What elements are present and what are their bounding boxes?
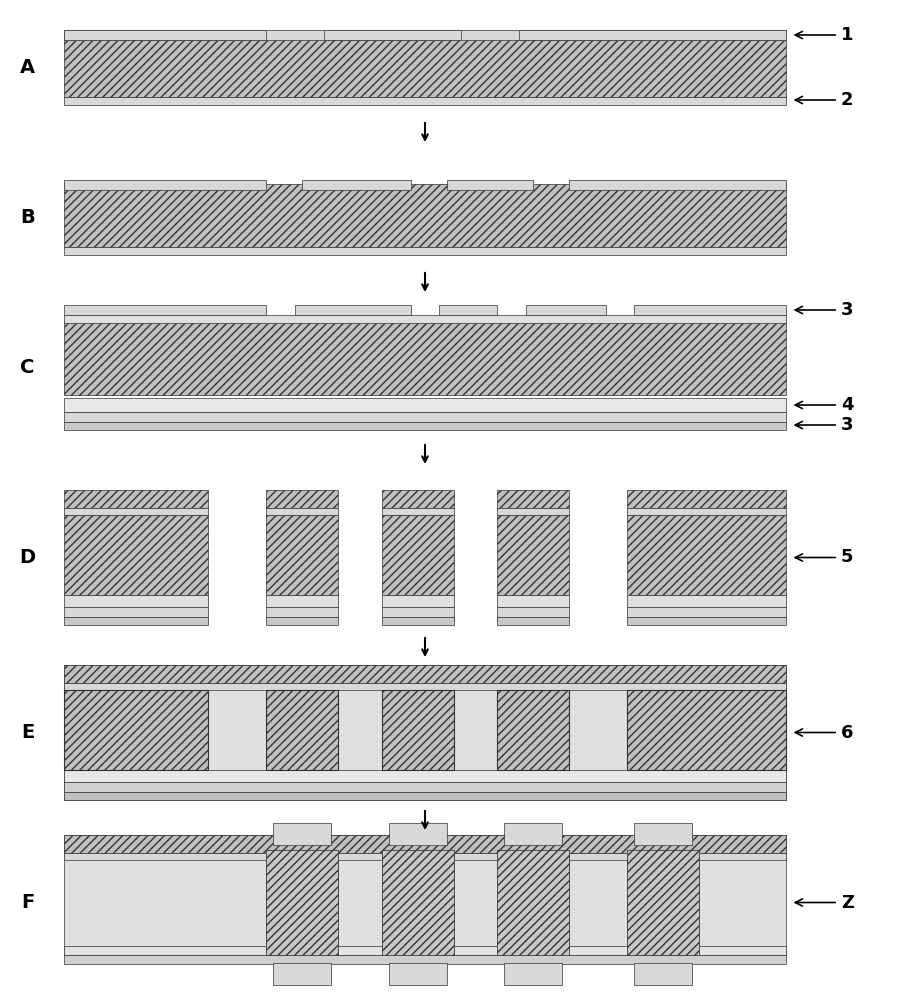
Bar bbox=[64, 617, 208, 625]
Bar bbox=[266, 690, 338, 770]
Text: 3: 3 bbox=[795, 416, 854, 434]
Text: 3: 3 bbox=[795, 301, 854, 319]
Bar bbox=[64, 792, 786, 800]
Bar bbox=[64, 315, 786, 323]
Bar bbox=[266, 508, 338, 515]
Bar bbox=[64, 398, 786, 412]
Bar bbox=[64, 835, 786, 955]
Bar bbox=[64, 955, 786, 964]
Bar bbox=[382, 617, 454, 625]
Bar bbox=[266, 607, 338, 617]
Text: 4: 4 bbox=[795, 396, 854, 414]
Bar bbox=[266, 595, 338, 607]
Bar bbox=[569, 180, 786, 190]
Text: B: B bbox=[20, 208, 35, 227]
Bar bbox=[634, 823, 692, 845]
Bar bbox=[64, 30, 266, 40]
Bar bbox=[64, 320, 786, 395]
Bar bbox=[64, 30, 786, 40]
Bar bbox=[303, 180, 410, 190]
Bar bbox=[627, 490, 786, 508]
Text: F: F bbox=[21, 893, 34, 912]
Text: 6: 6 bbox=[795, 724, 854, 742]
Bar bbox=[273, 963, 331, 985]
Bar bbox=[266, 850, 338, 955]
Bar bbox=[497, 595, 569, 607]
Bar bbox=[64, 665, 786, 683]
Bar bbox=[382, 515, 454, 595]
Bar bbox=[64, 782, 786, 792]
Bar bbox=[497, 617, 569, 625]
Bar bbox=[273, 823, 331, 845]
Bar bbox=[64, 34, 786, 97]
Bar bbox=[64, 490, 208, 508]
Bar bbox=[519, 30, 786, 40]
Bar bbox=[382, 607, 454, 617]
Bar bbox=[266, 850, 338, 955]
Bar bbox=[389, 823, 447, 845]
Bar bbox=[497, 508, 569, 515]
Bar bbox=[627, 508, 786, 515]
Bar bbox=[64, 607, 208, 617]
Bar bbox=[64, 305, 266, 315]
Text: A: A bbox=[20, 58, 35, 77]
Bar bbox=[634, 963, 692, 985]
Bar bbox=[382, 850, 454, 955]
Text: D: D bbox=[19, 548, 36, 567]
Text: E: E bbox=[21, 723, 34, 742]
Bar bbox=[64, 508, 208, 515]
Bar bbox=[389, 963, 447, 985]
Bar bbox=[627, 850, 699, 955]
Bar bbox=[64, 770, 786, 782]
Bar bbox=[505, 963, 562, 985]
Bar bbox=[627, 690, 786, 770]
Bar bbox=[382, 508, 454, 515]
Bar bbox=[497, 515, 569, 595]
Bar bbox=[627, 617, 786, 625]
Bar bbox=[266, 617, 338, 625]
Bar bbox=[64, 515, 208, 595]
Bar bbox=[266, 515, 338, 595]
Bar bbox=[64, 835, 786, 853]
Bar bbox=[627, 850, 699, 955]
Bar bbox=[64, 97, 786, 105]
Bar bbox=[64, 595, 208, 607]
Bar bbox=[64, 247, 786, 255]
Bar bbox=[64, 180, 266, 190]
Bar bbox=[447, 180, 534, 190]
Bar bbox=[64, 665, 786, 800]
Bar bbox=[627, 607, 786, 617]
Bar bbox=[627, 515, 786, 595]
Bar bbox=[295, 305, 410, 315]
Bar bbox=[324, 30, 462, 40]
Bar bbox=[64, 184, 786, 247]
Bar bbox=[634, 305, 786, 315]
Bar bbox=[64, 853, 786, 860]
Bar bbox=[627, 595, 786, 607]
Bar bbox=[64, 412, 786, 422]
Text: Z: Z bbox=[795, 894, 854, 912]
Bar bbox=[64, 690, 208, 770]
Bar bbox=[497, 607, 569, 617]
Text: 5: 5 bbox=[795, 548, 854, 566]
Bar bbox=[382, 690, 454, 770]
Bar bbox=[64, 683, 786, 690]
Bar bbox=[497, 690, 569, 770]
Bar bbox=[497, 850, 569, 955]
Bar bbox=[64, 422, 786, 430]
Bar bbox=[497, 850, 569, 955]
Bar bbox=[497, 490, 569, 508]
Text: 1: 1 bbox=[795, 26, 854, 44]
Bar bbox=[526, 305, 606, 315]
Bar bbox=[382, 490, 454, 508]
Bar bbox=[505, 823, 562, 845]
Bar bbox=[382, 595, 454, 607]
Bar bbox=[266, 490, 338, 508]
Bar bbox=[382, 850, 454, 955]
Bar bbox=[64, 946, 786, 955]
Bar bbox=[440, 305, 497, 315]
Text: 2: 2 bbox=[795, 91, 854, 109]
Text: C: C bbox=[20, 358, 35, 377]
